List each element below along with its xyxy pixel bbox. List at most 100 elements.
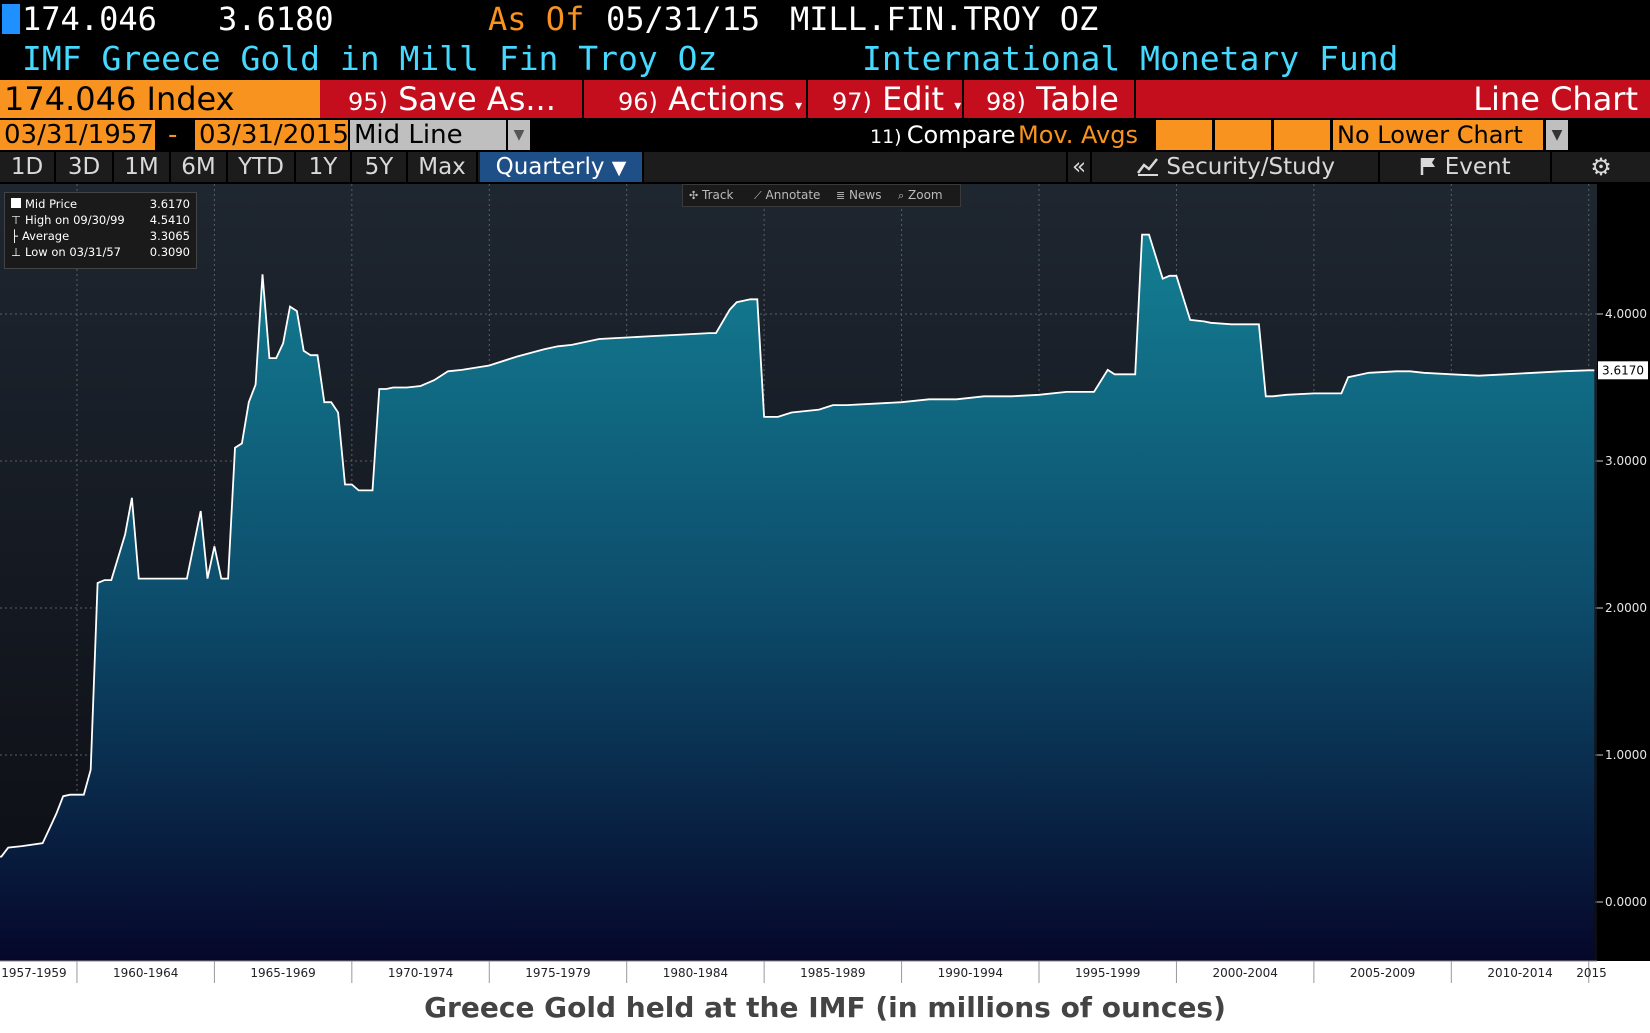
header-line-1: 174.046 3.6180 As Of 05/31/15 MILL.FIN.T… <box>0 0 1650 38</box>
news-tool[interactable]: ≣ News <box>836 185 881 206</box>
units-label: MILL.FIN.TROY OZ <box>790 0 1099 38</box>
source-name: International Monetary Fund <box>862 39 1399 78</box>
legend-high: ⊤ High on 09/30/99 <box>11 212 125 228</box>
average-marker-icon: ├ <box>11 229 18 243</box>
annotate-tool[interactable]: ⟋ Annotate <box>754 185 820 206</box>
x-axis-panel <box>0 961 1650 983</box>
indicator-slot-2[interactable] <box>1215 120 1271 150</box>
tab-6m[interactable]: 6M <box>171 152 228 182</box>
x-tick-label: 2010-2014 <box>1487 966 1552 980</box>
legend-average: ├ Average <box>11 228 69 244</box>
collapse-button[interactable]: « <box>1066 152 1092 182</box>
security-study-label: Security/Study <box>1166 154 1335 180</box>
x-tick-label: 1970-1974 <box>388 966 453 980</box>
magnifier-icon: ⌕ <box>898 189 905 202</box>
tab-ytd[interactable]: YTD <box>228 152 296 182</box>
period-bar: 1D 3D 1M 6M YTD 1Y 5Y Max Quarterly ▼ « … <box>0 152 1650 182</box>
compare-label: Compare <box>906 121 1016 149</box>
track-tool[interactable]: ✣ Track <box>689 185 733 206</box>
area-fill <box>0 234 1595 962</box>
lower-chart-select[interactable]: No Lower Chart <box>1333 120 1543 150</box>
chart-area: 0.0000 1.0000 2.0000 3.0000 4.0000 1957-1959… <box>0 184 1650 983</box>
x-tick-label: 1975-1979 <box>525 966 590 980</box>
x-tick-label: 1990-1994 <box>938 966 1003 980</box>
start-date-field[interactable]: 03/31/1957 <box>0 120 155 150</box>
chart-line-icon <box>1137 158 1159 176</box>
x-tick-label: 1957-1959 <box>1 966 66 980</box>
tab-3d[interactable]: 3D <box>56 152 114 182</box>
event-label: Event <box>1444 154 1511 180</box>
actions-dropdown-icon: ▾ <box>795 98 803 114</box>
news-label: News <box>849 188 882 202</box>
frequency-label: Quarterly <box>495 154 605 180</box>
tab-max[interactable]: Max <box>408 152 478 182</box>
header-line-2: IMF Greece Gold in Mill Fin Troy Oz Inte… <box>0 38 1650 78</box>
tab-5y[interactable]: 5Y <box>352 152 408 182</box>
event-button[interactable]: Event <box>1380 152 1552 182</box>
compare-button[interactable]: 11) Compare <box>870 120 1016 150</box>
crosshair-icon: ✣ <box>689 189 699 202</box>
y-tick-label: 0.0000 <box>1605 895 1647 909</box>
actions-label: Actions <box>668 80 785 118</box>
toolbar-divider <box>806 80 808 118</box>
security-study-button[interactable]: Security/Study <box>1094 152 1380 182</box>
legend-value: 3.3065 <box>149 229 190 243</box>
end-date-field[interactable]: 03/31/2015 <box>195 120 349 150</box>
compare-number: 11) <box>870 126 902 148</box>
main-toolbar: 174.046 Index 95) Save As... 96) Actions… <box>0 80 1650 118</box>
indicator-slot-1[interactable] <box>1156 120 1212 150</box>
tab-1m[interactable]: 1M <box>114 152 171 182</box>
legend-value: 3.6170 <box>149 197 190 211</box>
save-as-number: 95) <box>348 88 388 116</box>
toolbar-divider <box>962 80 964 118</box>
chart-toolbar: ✣ Track ⟋ Annotate ≣ News ⌕ Zoom <box>682 184 961 207</box>
edit-number: 97) <box>832 88 872 116</box>
mov-avgs-button[interactable]: Mov. Avgs <box>1018 121 1138 149</box>
gear-icon: ⚙ <box>1590 153 1612 181</box>
high-marker-icon: ⊤ <box>11 213 22 227</box>
zoom-tool[interactable]: ⌕ Zoom <box>898 185 943 206</box>
x-tick-label: 1960-1964 <box>113 966 178 980</box>
chart-type-button[interactable]: Line Chart <box>1473 80 1638 118</box>
tab-1y[interactable]: 1Y <box>296 152 352 182</box>
x-tick-label: 1985-1989 <box>800 966 865 980</box>
y-tick-label: 2.0000 <box>1605 601 1647 615</box>
x-tick-label: 1980-1984 <box>663 966 728 980</box>
settings-button[interactable]: ⚙ <box>1552 152 1650 182</box>
save-as-button[interactable]: 95) Save As... <box>348 80 578 118</box>
edit-label: Edit <box>882 80 945 118</box>
zoom-label: Zoom <box>908 188 943 202</box>
news-icon: ≣ <box>836 189 846 202</box>
as-of-date: 05/31/15 <box>606 0 761 38</box>
edit-button[interactable]: 97) Edit ▾ <box>832 80 962 118</box>
frequency-select[interactable]: Quarterly ▼ <box>480 152 644 182</box>
table-button[interactable]: 98) Table <box>986 80 1134 118</box>
x-tick-label: 2000-2004 <box>1212 966 1277 980</box>
x-tick-label: 1995-1999 <box>1075 966 1140 980</box>
line-chart[interactable]: 0.0000 1.0000 2.0000 3.0000 4.0000 1957-1959… <box>0 184 1650 983</box>
lower-chart-dropdown-icon[interactable]: ▼ <box>1546 120 1568 150</box>
line-type-dropdown-icon[interactable]: ▼ <box>508 120 530 150</box>
series-line <box>0 233 1595 858</box>
actions-button[interactable]: 96) Actions ▾ <box>618 80 808 118</box>
save-as-label: Save As... <box>398 80 556 118</box>
toolbar-divider <box>1134 80 1136 118</box>
ticker-field[interactable]: 174.046 Index <box>0 80 320 118</box>
range-bar: 03/31/1957 - 03/31/2015 Mid Line ▼ 11) C… <box>0 120 1650 150</box>
line-type-select[interactable]: Mid Line <box>350 120 506 150</box>
mid-price-swatch-icon <box>11 198 21 208</box>
indicator-slot-3[interactable] <box>1274 120 1330 150</box>
legend-label: Mid Price <box>25 197 78 211</box>
actions-number: 96) <box>618 88 658 116</box>
cursor-block <box>2 4 20 34</box>
pencil-icon: ⟋ <box>754 189 762 202</box>
frequency-dropdown-icon: ▼ <box>611 157 627 179</box>
legend-label: High on 09/30/99 <box>25 213 125 227</box>
last-value-label: 3.6170 <box>1602 363 1644 377</box>
y-axis-panel <box>1597 184 1650 983</box>
tab-1d[interactable]: 1D <box>0 152 56 182</box>
legend-low: ⊥ Low on 03/31/57 <box>11 244 121 260</box>
series-title: IMF Greece Gold in Mill Fin Troy Oz <box>22 39 718 78</box>
y-tick-label: 3.0000 <box>1605 454 1647 468</box>
y-tick-label: 1.0000 <box>1605 748 1647 762</box>
